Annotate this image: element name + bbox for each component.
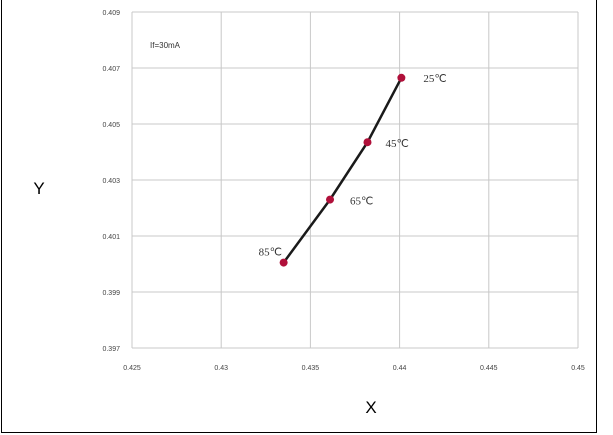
data-point (326, 195, 335, 204)
y-tick-label: 0.409 (102, 10, 120, 17)
y-tick-label: 0.399 (102, 290, 120, 297)
data-point (397, 73, 406, 82)
y-tick-label: 0.405 (102, 122, 120, 129)
y-tick-label: 0.397 (102, 346, 120, 353)
data-labels: 25℃ 45℃ 65℃ 85℃ (259, 73, 447, 259)
data-point (279, 258, 288, 267)
x-tick-label: 0.425 (123, 365, 141, 372)
y-tick-label: 0.401 (102, 234, 120, 241)
condition-label: If=30mA (150, 41, 181, 50)
x-axis-label: X (365, 398, 376, 417)
grid (131, 11, 579, 349)
data-label: 85℃ (259, 247, 282, 259)
x-tick-label: 0.435 (302, 365, 320, 372)
data-point (363, 138, 372, 147)
series-line (282, 77, 403, 264)
data-markers (279, 73, 406, 267)
data-label: 25℃ (423, 73, 446, 85)
y-axis-label: Y (33, 179, 44, 198)
x-tick-labels: 0.425 0.43 0.435 0.44 0.445 0.45 (123, 365, 585, 372)
y-tick-label: 0.407 (102, 66, 120, 73)
x-tick-label: 0.445 (480, 365, 498, 372)
data-label: 45℃ (385, 138, 408, 150)
x-tick-label: 0.44 (393, 365, 407, 372)
x-tick-label: 0.45 (571, 365, 585, 372)
data-label: 65℃ (350, 196, 373, 208)
y-tick-labels: 0.397 0.399 0.401 0.403 0.405 0.407 0.409 (102, 10, 120, 353)
x-tick-label: 0.43 (214, 365, 228, 372)
chart-frame (1, 0, 597, 433)
y-tick-label: 0.403 (102, 178, 120, 185)
